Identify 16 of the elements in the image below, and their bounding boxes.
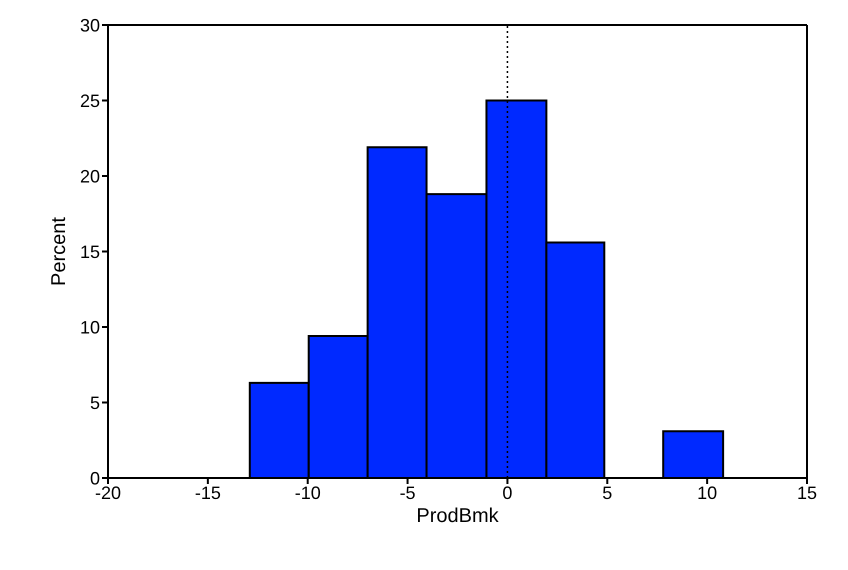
y-tick-label: 20 xyxy=(80,166,100,186)
y-tick-label: 5 xyxy=(90,392,100,413)
y-axis-title: Percent xyxy=(48,216,70,286)
x-tick-label: 0 xyxy=(502,482,512,503)
y-tick-label: 15 xyxy=(80,242,100,262)
x-tick-label: 15 xyxy=(796,482,818,503)
y-tick-label: 0 xyxy=(90,468,100,488)
x-tick-label: -15 xyxy=(194,482,221,503)
x-axis-title: ProdBmk xyxy=(416,505,500,528)
x-tick-label: -10 xyxy=(294,482,321,503)
y-tick-label: 30 xyxy=(80,15,100,36)
x-tick-label: -5 xyxy=(400,482,416,503)
x-tick-label: 10 xyxy=(697,482,718,503)
x-tick-label: 5 xyxy=(602,482,612,503)
y-tick-label: 10 xyxy=(80,317,100,338)
y-tick-label: 25 xyxy=(80,90,100,111)
